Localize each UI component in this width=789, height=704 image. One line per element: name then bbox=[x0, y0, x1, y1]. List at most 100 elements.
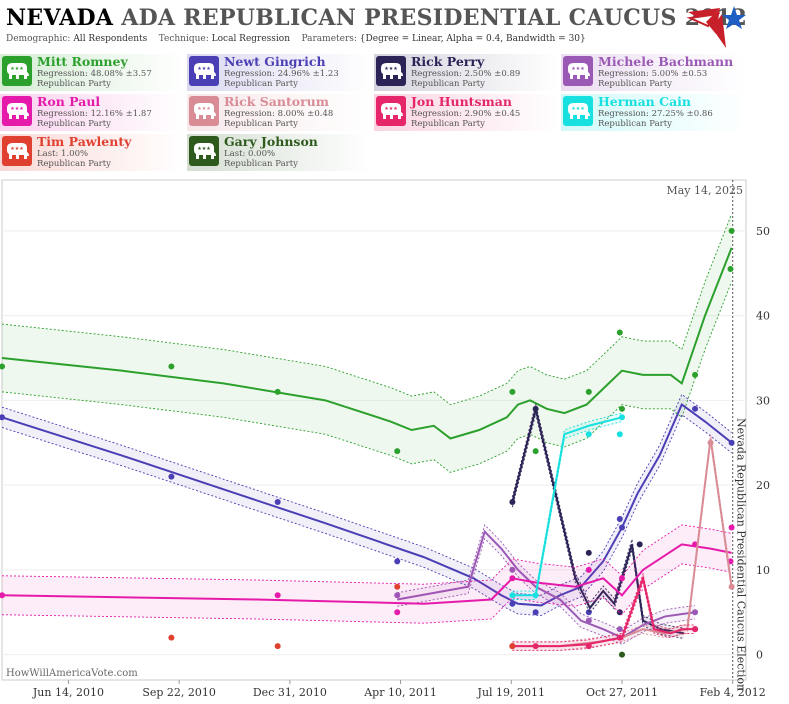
candidate-name: Gary Johnson bbox=[224, 134, 318, 149]
data-point bbox=[168, 473, 175, 480]
confidence-band bbox=[2, 213, 732, 473]
data-point bbox=[274, 388, 281, 395]
candidate-stat: Regression: 5.00% ±0.53 bbox=[598, 69, 708, 79]
data-point bbox=[585, 566, 592, 573]
technique-value[interactable]: Local Regression bbox=[211, 34, 291, 44]
data-point bbox=[509, 600, 516, 607]
svg-text:★★★: ★★★ bbox=[571, 106, 585, 112]
data-point bbox=[274, 592, 281, 599]
candidate-stat: Last: 0.00% bbox=[224, 149, 276, 159]
candidate-card[interactable]: ★★★ Michele Bachmann Regression: 5.00% ±0.… bbox=[561, 54, 746, 91]
candidate-name: Rick Perry bbox=[411, 54, 485, 69]
x-tick-label: Dec 31, 2010 bbox=[253, 686, 327, 699]
data-point bbox=[636, 541, 643, 548]
candidate-card[interactable]: ★★★ Mitt Romney Regression: 48.08% ±3.57 Re… bbox=[0, 54, 185, 91]
series-line bbox=[1, 543, 732, 605]
candidate-card[interactable]: ★★★ Newt Gingrich Regression: 24.96% ±1.23… bbox=[187, 54, 372, 91]
data-point bbox=[0, 592, 5, 599]
band-upper bbox=[511, 403, 685, 629]
candidate-stat: Last: 1.00% bbox=[37, 149, 89, 159]
svg-text:★★★: ★★★ bbox=[10, 146, 24, 152]
x-tick-label: Oct 27, 2011 bbox=[586, 686, 658, 699]
data-point bbox=[692, 626, 699, 633]
data-point bbox=[692, 371, 699, 378]
data-point bbox=[707, 439, 714, 446]
elephant-icon: ★★★ bbox=[2, 96, 32, 126]
elephant-icon: ★★★ bbox=[189, 96, 219, 126]
elephant-icon: ★★★ bbox=[376, 96, 406, 126]
candidate-name: Newt Gingrich bbox=[224, 54, 326, 69]
data-point bbox=[616, 634, 623, 641]
title-rest: ADA REPUBLICAN PRESIDENTIAL CAUCUS 2012 bbox=[121, 5, 748, 31]
candidate-card[interactable]: ★★★ Tim Pawlenty Last: 1.00% Republican Par… bbox=[0, 134, 185, 171]
elephant-icon: ★★★ bbox=[2, 136, 32, 166]
candidate-card[interactable]: ★★★ Herman Cain Regression: 27.25% ±0.86 Re… bbox=[561, 94, 746, 131]
data-point bbox=[0, 414, 5, 421]
candidate-stat: Regression: 24.96% ±1.23 bbox=[224, 69, 339, 79]
elephant-icon: ★★★ bbox=[2, 56, 32, 86]
demographic-value[interactable]: All Respondents bbox=[73, 34, 148, 44]
candidate-name: Tim Pawlenty bbox=[37, 134, 132, 149]
band-lower bbox=[1, 281, 733, 473]
candidate-stat: Regression: 8.00% ±0.48 bbox=[224, 109, 334, 119]
data-point bbox=[619, 414, 625, 421]
data-point bbox=[585, 617, 592, 624]
y-tick-label: 30 bbox=[756, 394, 770, 407]
candidate-party: Republican Party bbox=[224, 79, 298, 89]
candidate-name: Rick Santorum bbox=[224, 94, 329, 109]
poll-chart: 0 10 20 30 40 50 Jun 14, 2010 Sep 22, 2010 Dec 3… bbox=[0, 179, 770, 699]
band-lower bbox=[512, 421, 623, 600]
data-point bbox=[509, 575, 516, 582]
parameters-value[interactable]: {Degree = Linear, Alpha = 0.4, Bandwidth… bbox=[359, 34, 586, 44]
candidate-party: Republican Party bbox=[224, 159, 298, 169]
technique-label: Technique: bbox=[158, 34, 209, 44]
y-tick-label: 50 bbox=[756, 225, 770, 238]
candidate-party: Republican Party bbox=[37, 79, 111, 89]
elephant-icon: ★★★ bbox=[376, 56, 406, 86]
candidate-party: Republican Party bbox=[37, 119, 111, 129]
band-upper bbox=[1, 393, 732, 596]
candidate-stat: Regression: 2.50% ±0.89 bbox=[411, 69, 521, 79]
band-upper bbox=[1, 524, 732, 585]
data-point bbox=[692, 609, 699, 616]
band-upper bbox=[512, 572, 696, 643]
data-point bbox=[168, 363, 175, 370]
page-title: NEVADA ADA REPUBLICAN PRESIDENTIAL CAUCU… bbox=[6, 5, 747, 31]
x-tick-label: Apr 10, 2011 bbox=[363, 686, 437, 699]
x-tick-label: Feb 4, 2012 bbox=[700, 686, 766, 699]
data-point bbox=[509, 566, 516, 573]
candidate-name: Ron Paul bbox=[37, 94, 101, 109]
svg-text:★★★: ★★★ bbox=[10, 66, 24, 72]
candidate-card[interactable]: ★★★ Rick Santorum Regression: 8.00% ±0.48 R… bbox=[187, 94, 372, 131]
confidence-band bbox=[512, 574, 696, 651]
data-point bbox=[585, 549, 592, 556]
x-tick-label: Sep 22, 2010 bbox=[142, 686, 216, 699]
candidate-card[interactable]: ★★★ Rick Perry Regression: 2.50% ±0.89 Repu… bbox=[374, 54, 559, 91]
y-tick-label: 10 bbox=[756, 564, 770, 577]
y-tick-label: 0 bbox=[756, 649, 763, 662]
data-point bbox=[509, 592, 516, 599]
data-point bbox=[585, 388, 592, 395]
band-upper bbox=[512, 412, 623, 592]
svg-text:★★★: ★★★ bbox=[197, 66, 211, 72]
data-point bbox=[274, 499, 281, 506]
candidate-party: Republican Party bbox=[411, 79, 485, 89]
data-point bbox=[532, 592, 539, 599]
data-point bbox=[616, 329, 623, 336]
candidate-card[interactable]: ★★★ Gary Johnson Last: 0.00% Republican Par… bbox=[187, 134, 372, 171]
candidate-card[interactable]: ★★★ Ron Paul Regression: 12.16% ±1.87 Repub… bbox=[0, 94, 185, 131]
data-point bbox=[394, 448, 401, 455]
data-point bbox=[616, 515, 623, 522]
x-tick-label: Jun 14, 2010 bbox=[32, 686, 104, 699]
data-point bbox=[532, 448, 539, 455]
event-label: Nevada Republican Presidential Caucus El… bbox=[735, 418, 748, 691]
y-tick-label: 20 bbox=[756, 479, 770, 492]
candidate-card[interactable]: ★★★ Jon Huntsman Regression: 2.90% ±0.45 Re… bbox=[374, 94, 559, 131]
data-point bbox=[619, 651, 625, 658]
data-point bbox=[728, 583, 735, 590]
data-point bbox=[616, 431, 623, 438]
candidate-party: Republican Party bbox=[598, 79, 672, 89]
elephant-icon: ★★★ bbox=[189, 56, 219, 86]
data-point bbox=[274, 643, 281, 650]
band-lower bbox=[511, 413, 685, 639]
